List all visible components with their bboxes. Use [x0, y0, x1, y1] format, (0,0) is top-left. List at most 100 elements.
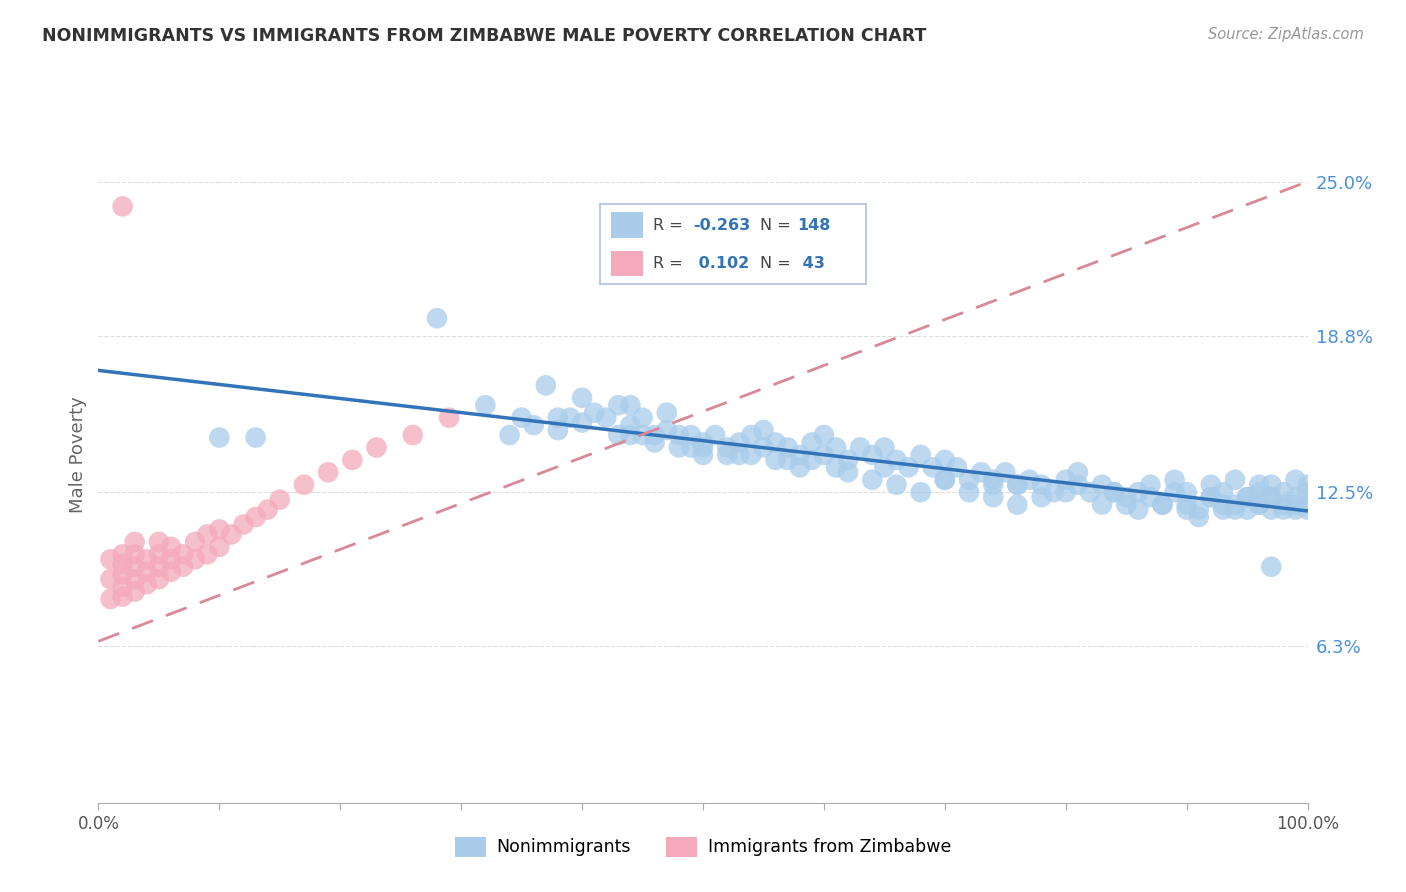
- Point: [1152, 498, 1174, 512]
- Point: [765, 435, 787, 450]
- Point: [184, 552, 207, 566]
- Point: [946, 460, 969, 475]
- Point: [800, 453, 823, 467]
- Point: [1163, 485, 1185, 500]
- Point: [208, 540, 231, 554]
- Point: [813, 448, 835, 462]
- Point: [1128, 502, 1150, 516]
- Point: [886, 453, 908, 467]
- Point: [100, 592, 122, 607]
- Point: [148, 547, 170, 561]
- Point: [752, 441, 775, 455]
- Point: [172, 559, 194, 574]
- Point: [111, 558, 134, 572]
- Bar: [610, 212, 643, 238]
- Point: [316, 466, 339, 480]
- Point: [837, 466, 859, 480]
- Point: [111, 580, 134, 594]
- Point: [813, 428, 835, 442]
- Point: [100, 552, 122, 566]
- Point: [1284, 498, 1306, 512]
- Point: [342, 453, 364, 467]
- Point: [124, 584, 146, 599]
- Point: [195, 547, 218, 561]
- Point: [232, 517, 254, 532]
- Point: [184, 535, 207, 549]
- Point: [1284, 473, 1306, 487]
- Point: [111, 199, 134, 213]
- Point: [1260, 477, 1282, 491]
- Point: [195, 527, 218, 541]
- Point: [111, 567, 134, 582]
- Point: [1188, 510, 1211, 524]
- Point: [135, 577, 157, 591]
- Point: [1152, 498, 1174, 512]
- Point: [825, 441, 848, 455]
- Point: [1067, 477, 1090, 491]
- Point: [981, 473, 1004, 487]
- Point: [910, 485, 932, 500]
- Point: [245, 431, 267, 445]
- Point: [644, 435, 666, 450]
- Point: [934, 473, 956, 487]
- Point: [692, 448, 714, 462]
- Point: [631, 428, 654, 442]
- Point: [1139, 477, 1161, 491]
- Point: [752, 423, 775, 437]
- Point: [1042, 485, 1064, 500]
- Point: [1175, 502, 1198, 516]
- Point: [1296, 502, 1319, 516]
- Point: [728, 435, 751, 450]
- Point: [256, 502, 278, 516]
- Point: [789, 460, 811, 475]
- Point: [1249, 498, 1271, 512]
- Point: [957, 473, 980, 487]
- Point: [124, 572, 146, 586]
- Point: [172, 547, 194, 561]
- Point: [1115, 490, 1137, 504]
- Point: [534, 378, 557, 392]
- Point: [644, 428, 666, 442]
- Point: [1272, 502, 1295, 516]
- Point: [1007, 498, 1029, 512]
- Point: [679, 441, 702, 455]
- Point: [366, 441, 388, 455]
- Point: [800, 435, 823, 450]
- Point: [740, 428, 762, 442]
- Point: [148, 572, 170, 586]
- Point: [1260, 502, 1282, 516]
- Point: [1054, 473, 1077, 487]
- Point: [910, 448, 932, 462]
- Point: [897, 460, 920, 475]
- Point: [1212, 502, 1234, 516]
- Point: [1163, 473, 1185, 487]
- Text: NONIMMIGRANTS VS IMMIGRANTS FROM ZIMBABWE MALE POVERTY CORRELATION CHART: NONIMMIGRANTS VS IMMIGRANTS FROM ZIMBABW…: [42, 27, 927, 45]
- Point: [595, 410, 617, 425]
- Point: [716, 441, 738, 455]
- Point: [1260, 490, 1282, 504]
- Point: [1236, 502, 1258, 516]
- Point: [934, 453, 956, 467]
- Point: [994, 466, 1017, 480]
- Point: [1188, 502, 1211, 516]
- Point: [776, 453, 799, 467]
- Point: [1236, 490, 1258, 504]
- Point: [558, 410, 581, 425]
- Point: [1054, 485, 1077, 500]
- Point: [886, 477, 908, 491]
- Point: [1249, 477, 1271, 491]
- Point: [607, 398, 630, 412]
- Point: [1223, 498, 1246, 512]
- Point: [1078, 485, 1101, 500]
- Point: [1175, 485, 1198, 500]
- Point: [1284, 490, 1306, 504]
- Point: [1272, 485, 1295, 500]
- Point: [1175, 498, 1198, 512]
- Point: [668, 428, 690, 442]
- Point: [124, 535, 146, 549]
- Point: [849, 441, 872, 455]
- Point: [292, 477, 315, 491]
- Text: N =: N =: [759, 218, 796, 233]
- Point: [619, 398, 641, 412]
- Point: [1199, 490, 1222, 504]
